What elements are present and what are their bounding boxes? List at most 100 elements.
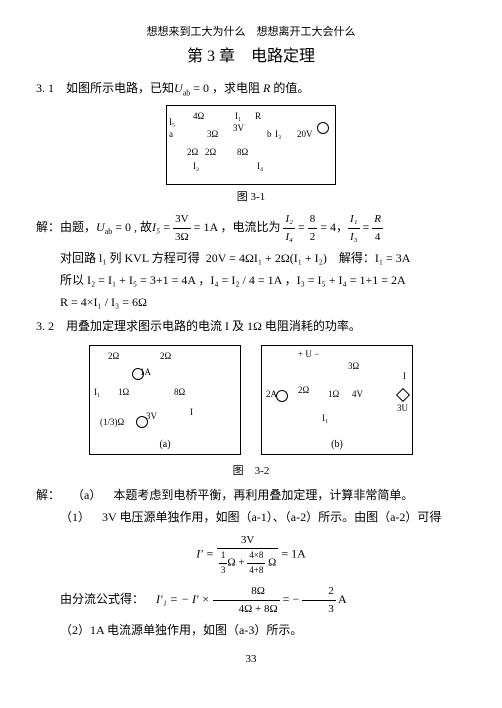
fig32a-1o: 1Ω [118,386,129,400]
sol31-frac1: 3V3Ω [173,211,191,245]
p31-prefix: 3. 1 如图所示电路，已知 [36,81,174,95]
sol31-frac4-den: I₃ [348,229,360,246]
fig-3-1-caption: 图 3-1 [36,189,466,206]
sol31-eq2: = [295,220,308,234]
sol32-formula1: I' = 3V13Ω + 4×84+8 Ω = 1A [36,532,466,578]
fig31-r2b: 2Ω [205,146,216,160]
sol32-l3-frac2-den: 3 [302,601,336,618]
fig31-r2a: 2Ω [187,146,198,160]
sol31-l1-I5: I₅ [152,220,160,234]
sol32-l3-unit: A [336,592,347,606]
sol32-l3-frac1-den: 4Ω + 8Ω [213,601,280,618]
fig32b-1o: 1Ω [328,388,339,402]
fig31-r4: 4Ω [193,110,204,124]
sol31-frac4-num: I₁ [348,211,360,229]
sol32-l3-frac2-num: 2 [302,583,336,601]
fig31-I5a: I₅ [169,116,175,130]
sol32-f1-rhs: = 1A [278,546,305,560]
fig32a-r2a: 2Ω [108,350,119,364]
sol31-frac5-den: 4 [372,229,383,246]
sol31-frac2: I₂I₄ [283,211,295,245]
sol31-frac1-den: 3Ω [173,229,191,246]
sol31-frac1-num: 3V [173,211,191,229]
sol31-line3: 所以 I₂ = I₁ + I₅ = 3+1 = 4A ，I₄ = I₂ / 4 … [36,271,466,289]
fig31-r8: 8Ω [237,146,248,160]
sol32-l3-prefix: 由分流公式得： [60,592,156,606]
sol31-frac5: R4 [372,211,383,245]
sol32-line1: 解： （a） 本题考虑到电桥平衡，再利用叠加定理，计算非常简单。 [36,486,466,504]
fig31-v20: 20V [297,128,313,142]
fig32b-3o: 3Ω [348,360,359,374]
fig32b-I1: I₁ [322,412,328,426]
problem-3-1-head: 3. 1 如图所示电路，已知Uab = 0 ，求电阻 R 的值。 [36,79,466,99]
fig32b-dep-source-icon [396,388,410,402]
fig32b-I: I [403,370,406,384]
fig32b-subcaption: (b) [262,437,412,452]
fig32a-subcaption: (a) [90,437,240,452]
sol31-eq4: = [360,220,373,234]
sol31-l1-prefix: 解：由题， [36,220,96,234]
fig31-voltage-source-icon [317,122,329,134]
figure-3-2-b: + U − 3Ω I 2Ω 1Ω 2A 4V 3U I₁ (b) [261,345,413,455]
sol32-line3: 由分流公式得： I'₁ = − I' × 8Ω4Ω + 8Ω = − 23 A [36,583,466,617]
fig-3-2-caption: 图 3-2 [36,463,466,480]
fig31-R: R [255,110,261,124]
fig32a-r2b: 2Ω [160,350,171,364]
sol31-eq3: = 4， [317,220,348,234]
sol31-frac2-num: I₂ [283,211,295,229]
fig32b-3u: 3U [397,402,408,416]
fig32a-I1: I₁ [94,386,100,400]
sol31-l1-eq: = [160,220,173,234]
fig31-v3: 3V [233,122,244,136]
fig31-b: b [267,128,272,142]
fig32b-4v: 4V [352,388,363,402]
fig31-r3: 3Ω [207,128,218,142]
page-number: 33 [36,651,466,668]
chapter-title: 第 3 章 电路定理 [36,45,466,69]
sol32-f1-denom: 13Ω + 4×84+8 Ω [217,549,278,577]
sol31-line2: 对回路 l₁ 列 KVL 方程可得 20V = 4ΩI₁ + 2Ω(I₁ + I… [36,249,466,267]
sol32-l3-frac1-num: 8Ω [213,583,280,601]
fig32b-current-source-icon [276,390,288,402]
sol31-frac5-num: R [372,211,383,229]
sol32-f1-den-right-den: 4+8 [247,564,265,578]
sol32-l3-eq: = − [280,592,303,606]
sol31-frac4: I₁I₃ [348,211,360,245]
p31-mid: = 0 ，求电阻 [190,81,263,95]
sol31-l1-U: U [96,220,105,234]
fig32a-voltage-source-icon [136,416,148,428]
figure-3-1: 4Ω I₁ R 3Ω 3V a b I₅ I₃ 20V 2Ω 2Ω 8Ω I₂ … [166,105,336,185]
sol31-frac3: 82 [308,211,318,245]
p31-U: U [174,81,183,95]
fig31-I2: I₂ [193,160,199,174]
sol32-l3-i1: I'₁ = − I' × [156,592,213,606]
sol32-f1-den-right-unit: Ω [265,557,276,569]
sol32-f1-den-right: 4×84+8 [247,549,265,577]
sol31-eq1a: = 1A ，电流比为 [191,220,284,234]
fig32a-8o: 8Ω [174,386,185,400]
fig32a-I: I [190,406,193,420]
problem-3-2-head: 3. 2 用叠加定理求图示电路的电流 I 及 1Ω 电阻消耗的功率。 [36,317,466,335]
sol31-l1-mid1: = 0 , 故 [112,220,152,234]
sol32-l3-frac1: 8Ω4Ω + 8Ω [213,583,280,617]
sol32-f1-lhs: I' = [196,546,217,560]
sol31-frac3-num: 8 [308,211,318,229]
sol32-line2: （1） 3V 电压源单独作用，如图（a-1）、（a-2）所示。由图（a-2）可得 [36,508,466,526]
sol32-l3-frac2: 23 [302,583,336,617]
sol31-line4: R = 4×I₁ / I₃ = 6Ω [36,293,466,311]
sol32-f1-den-left-unit: Ω + [227,557,247,569]
sol32-line4: （2）1A 电流源单独作用，如图（a-3）所示。 [36,621,466,639]
fig31-I3: I₃ [275,128,281,142]
fig32b-plusU: + U − [298,348,319,362]
fig31-I4: I₄ [257,160,263,174]
page-header: 想想来到工大为什么 想想离开工大会什么 [36,24,466,41]
sol31-frac3-den: 2 [308,229,318,246]
sol31-line1: 解：由题，Uab = 0 , 故I₅ = 3V3Ω = 1A ，电流比为 I₂I… [36,211,466,245]
sol32-f1-bigfrac: 3V13Ω + 4×84+8 Ω [217,532,278,578]
figure-3-2: 2Ω 2Ω 1A 1Ω 8Ω I₁ (1/3)Ω 3V I (a) + U − … [67,341,435,459]
sol31-frac2-den: I₄ [283,229,295,246]
sol32-f1-den-right-num: 4×8 [247,549,265,564]
fig32a-r13: (1/3)Ω [100,416,124,430]
fig31-a: a [169,128,173,142]
figure-3-2-a: 2Ω 2Ω 1A 1Ω 8Ω I₁ (1/3)Ω 3V I (a) [89,345,241,455]
